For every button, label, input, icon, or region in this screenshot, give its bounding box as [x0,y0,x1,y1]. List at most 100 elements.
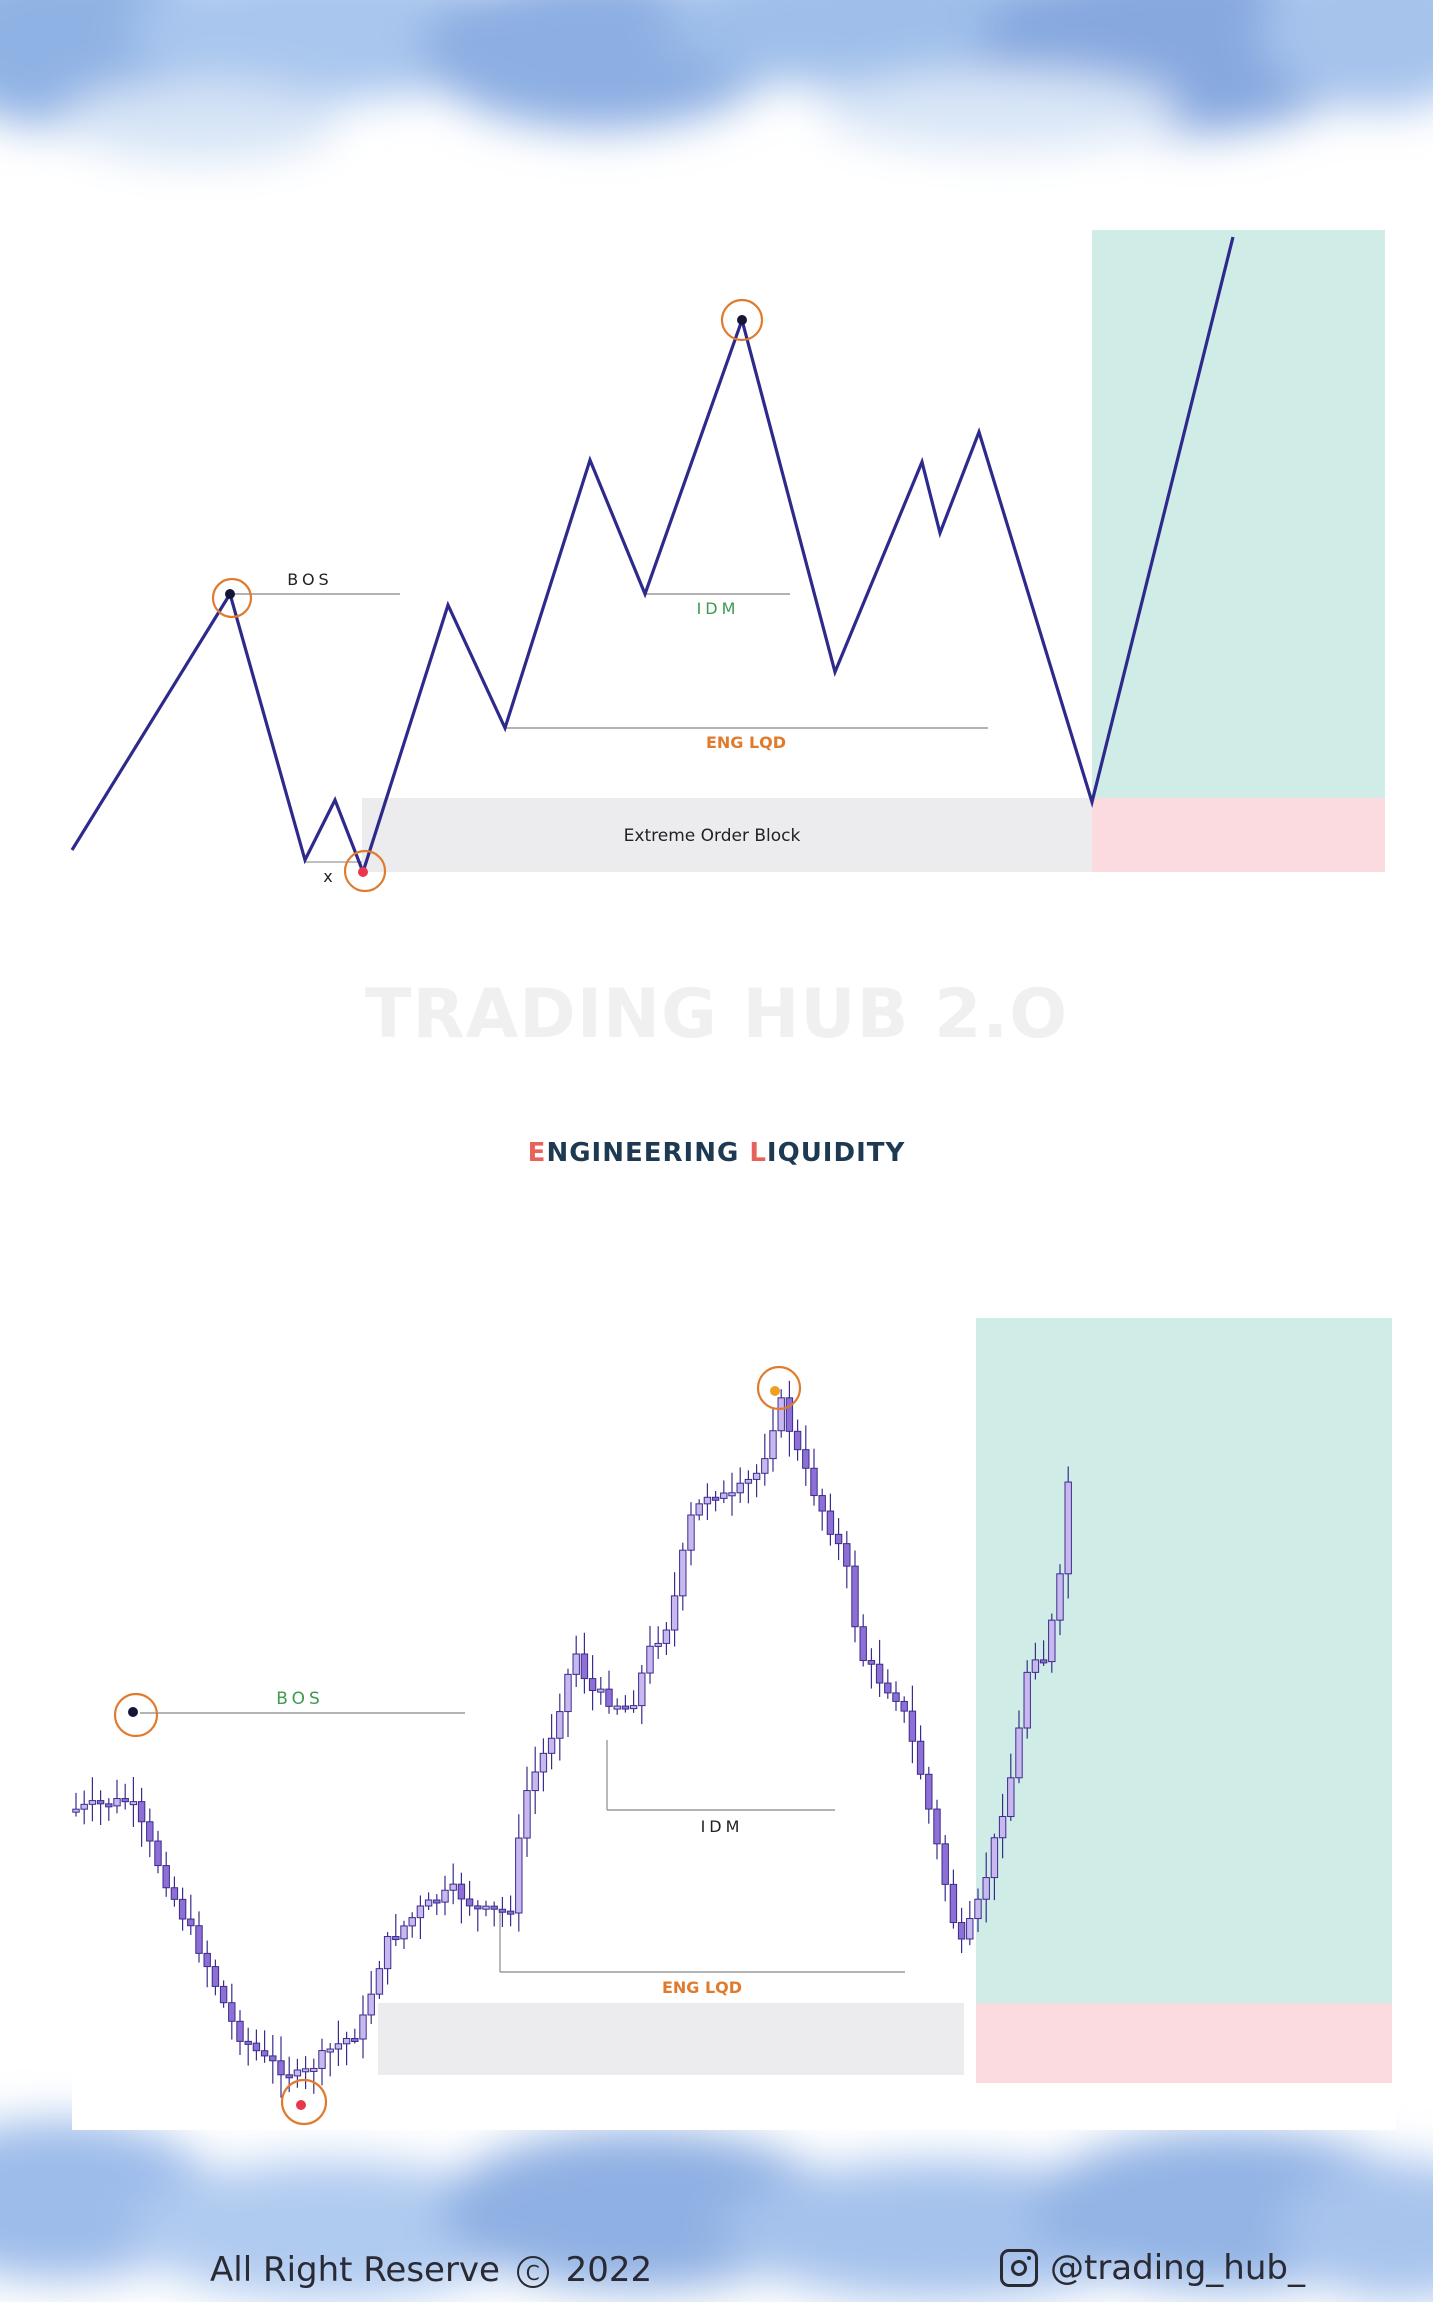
candle-body [392,1936,400,1941]
candle-body [818,1495,826,1512]
candle-body [679,1549,687,1597]
bos-label: BOS [276,1689,324,1709]
candle-body [105,1803,113,1808]
candle-body [285,2074,293,2079]
eng-lqd-label: ENG LQD [662,1978,742,1997]
candle-body [728,1492,736,1497]
candle-body [974,1898,982,1920]
candle-body [793,1430,802,1451]
candle-body [629,1705,638,1710]
candle-body [761,1458,769,1474]
social-handle[interactable]: @trading_hub_ [1000,2248,1305,2288]
candle-body [260,2050,269,2057]
candle-body [310,2067,318,2072]
line-structure-diagram: BOS IDM ENG LQD Extreme Order Block x [70,230,1390,893]
price-path-line [70,236,1235,877]
candle-body [998,1816,1007,1839]
candle-body [113,1798,121,1807]
candle-body [925,1773,933,1810]
low-swing-circle [280,2078,328,2126]
low-swing-dot [296,2100,306,2110]
candle-body [482,1905,490,1910]
peak-swing-circle [756,1365,802,1411]
order-block [378,2003,964,2075]
footer-text: All Right Reserve [210,2250,500,2290]
idm-label: IDM [697,599,740,618]
candle-body [597,1688,605,1693]
candle-body [687,1514,695,1551]
low-swing-circle [343,849,387,893]
cloud-background-top [0,0,1433,240]
candle-body [244,2040,252,2045]
bos-label: BOS [287,570,332,589]
candle-body [711,1496,720,1501]
candle-body [359,2014,367,2040]
bos-swing-dot [225,589,235,599]
candle-body [556,1711,564,1739]
peak-swing-dot [770,1386,780,1396]
instagram-handle[interactable]: @trading_hub_ [1050,2248,1305,2288]
copyright-notice: All Right Reserve C 2022 [210,2250,652,2290]
instagram-icon [1000,2249,1038,2287]
candle-body [564,1673,572,1713]
footer-year: 2022 [565,2250,653,2290]
candle-body [588,1678,597,1692]
subtitle-word-engineering: NGINEERING [546,1138,750,1168]
candle-body [884,1682,892,1694]
candle-body [293,2069,302,2077]
candle-body [178,1898,187,1920]
candle-body [318,2050,326,2069]
candle-body [531,1771,539,1792]
candle-body [1064,1481,1072,1575]
subtitle-initial-l: L [749,1138,767,1168]
candle-body [170,1887,179,1900]
candle-body [662,1629,671,1644]
candle-body [146,1821,154,1842]
candle-body [236,2020,244,2042]
candle-body [1056,1573,1064,1621]
candle-body [941,1843,949,1885]
candle-body [88,1800,97,1805]
candle-body [342,2038,351,2045]
candle-body [736,1482,744,1494]
candle-body [121,1798,129,1803]
subtitle-word-liquidity: IQUIDITY [766,1138,906,1168]
candle-body [334,2043,343,2050]
candle-body [277,2060,285,2076]
candle-body [441,1889,449,1903]
subtitle-initial-e: E [527,1138,547,1168]
candle-body [383,1936,392,1970]
candle-body [1031,1659,1040,1673]
candle-body [72,1808,80,1813]
candle-body [96,1800,105,1805]
candle-body [523,1790,531,1839]
candle-body [670,1595,679,1631]
candle-body [506,1910,515,1915]
candle-body [187,1918,195,1927]
candle-body [465,1898,474,1907]
candle-body [375,1968,384,1995]
candle-body [269,2055,277,2062]
candle-body [703,1496,712,1505]
candle-body [621,1705,630,1710]
stop-loss-zone [1092,798,1385,872]
candle-body [867,1660,876,1665]
candle-body [916,1740,925,1775]
candle-body [433,1899,441,1904]
candle-body [785,1397,794,1432]
candle-body [326,2048,334,2053]
candle-body [810,1467,818,1497]
candle-body [498,1908,507,1913]
candle-body [129,1801,138,1806]
low-swing-dot [358,867,368,877]
candle-body [949,1883,958,1924]
candle-body [515,1837,523,1914]
candle-body [367,1993,375,2016]
candlestick-structure-diagram: BOS IDM ENG LQD [72,1310,1396,2130]
candle-body [228,2002,236,2022]
candle-body [720,1492,728,1499]
candle-body [851,1565,859,1628]
candle-body [613,1705,621,1710]
bos-swing-dot [128,1707,138,1717]
candle-body [646,1645,654,1674]
